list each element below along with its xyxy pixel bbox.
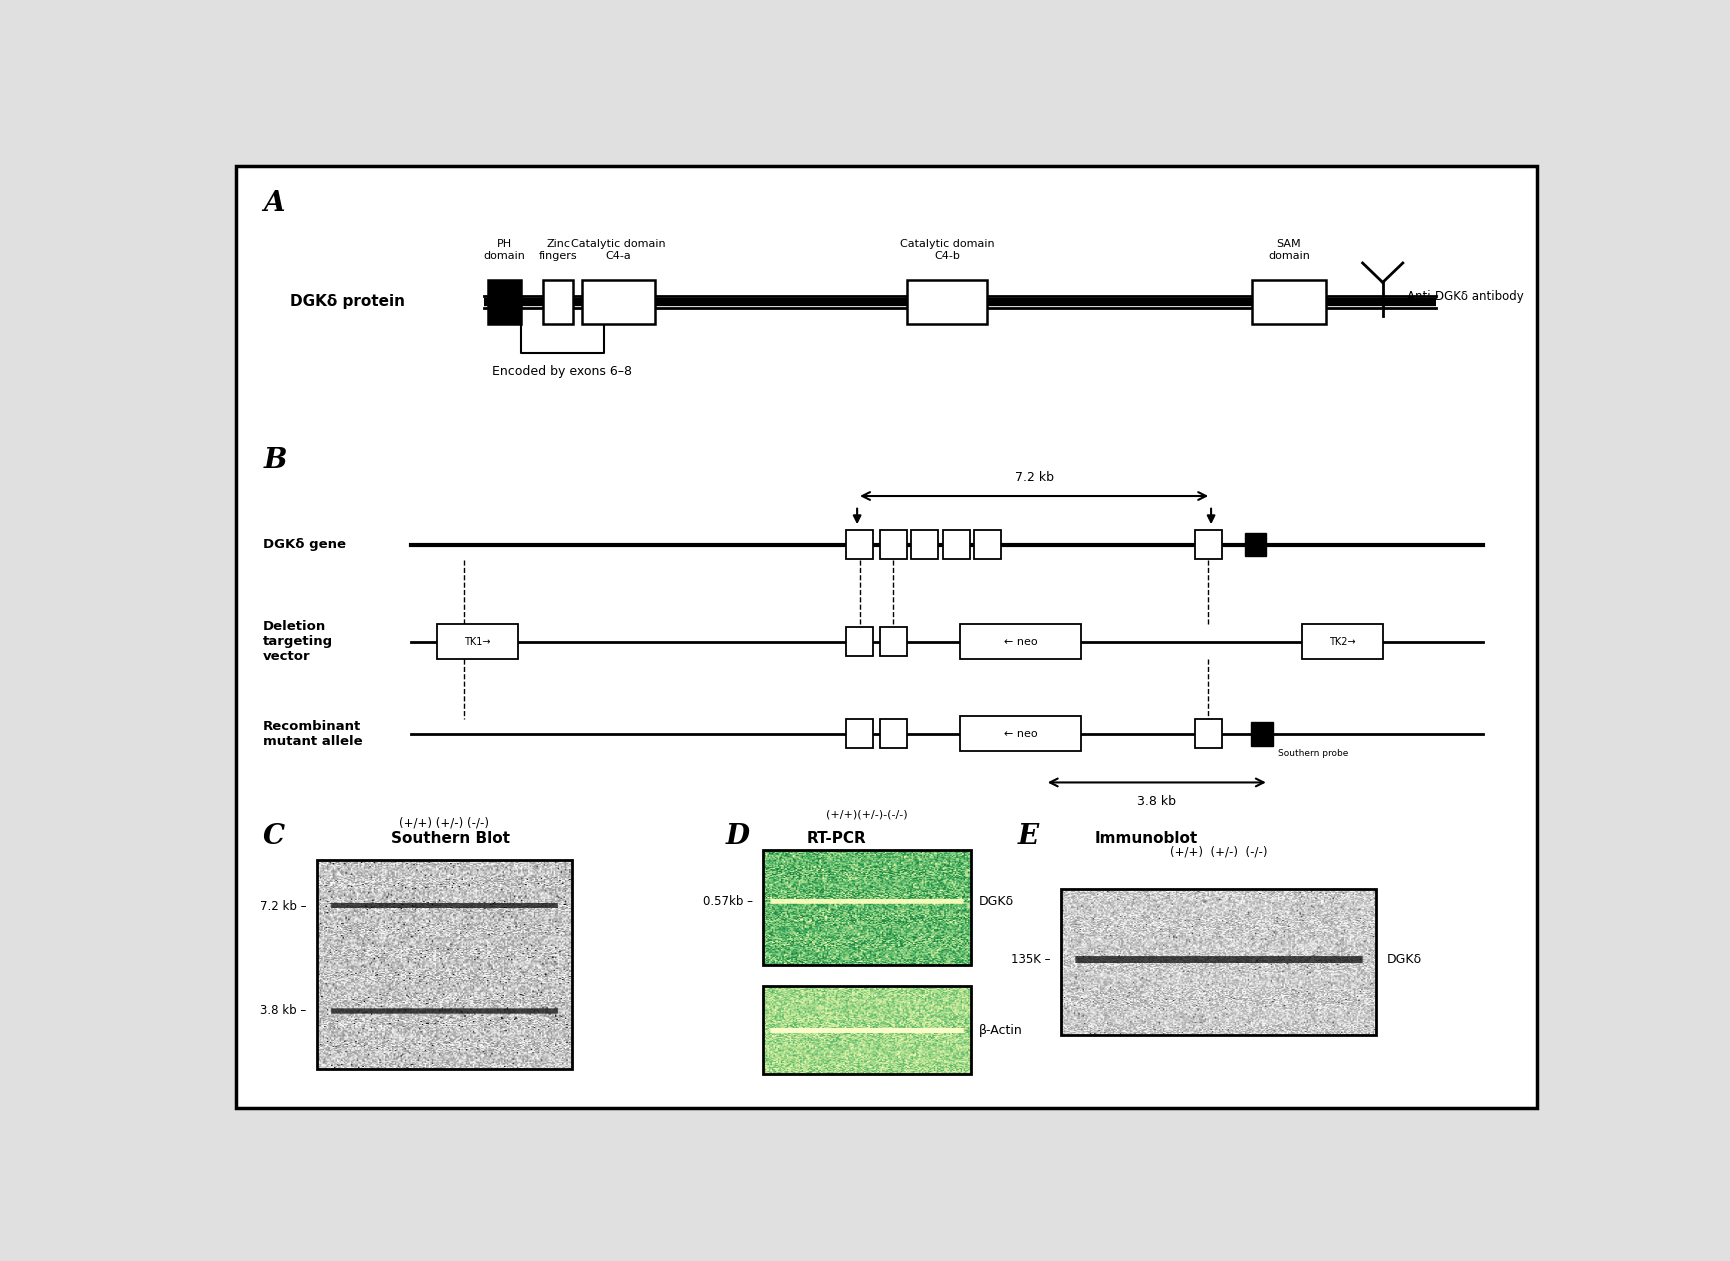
Bar [943,530,971,559]
Text: Catalytic domain
C4-a: Catalytic domain C4-a [571,238,666,261]
Bar [910,530,938,559]
Text: 7.2 kb –: 7.2 kb – [260,899,306,913]
Text: 3.8 kb –: 3.8 kb – [260,1004,306,1016]
Bar [543,280,573,324]
Bar [846,719,874,749]
Text: DGKδ: DGKδ [979,895,1014,908]
Bar [881,719,907,749]
Bar [488,280,521,324]
Text: Catalytic domain
C4-b: Catalytic domain C4-b [900,238,995,261]
Text: (+/+) (+/-) (-/-): (+/+) (+/-) (-/-) [400,816,490,828]
Text: DGKδ: DGKδ [1387,952,1422,966]
Text: (+/+)  (+/-)  (-/-): (+/+) (+/-) (-/-) [1169,845,1266,859]
Text: Southern Blot: Southern Blot [391,831,510,846]
Text: Zinc
fingers: Zinc fingers [538,238,578,261]
Text: DGKδ protein: DGKδ protein [291,294,405,309]
Text: ← neo: ← neo [1003,729,1038,739]
Text: 135K –: 135K – [1010,952,1050,966]
Bar [1253,280,1325,324]
Bar [763,850,971,965]
Bar [960,716,1081,752]
Text: 3.8 kb: 3.8 kb [1137,796,1176,808]
Text: 0.57kb –: 0.57kb – [702,895,753,908]
Text: E: E [1017,823,1040,850]
Bar [846,530,874,559]
Bar [438,624,517,660]
Bar [881,627,907,656]
Text: A: A [263,190,285,217]
Bar [581,280,656,324]
Bar [1195,719,1221,749]
Text: SAM
domain: SAM domain [1268,238,1310,261]
Text: Southern probe: Southern probe [1278,749,1348,758]
Text: Immunoblot: Immunoblot [1095,831,1197,846]
Text: (+/+)(+/-)-(-/-): (+/+)(+/-)-(-/-) [827,810,908,820]
Bar [907,280,988,324]
Text: 7.2 kb: 7.2 kb [1014,472,1054,484]
Bar [1303,624,1382,660]
Text: Anti-DGKδ antibody: Anti-DGKδ antibody [1406,290,1524,304]
Text: ← neo: ← neo [1003,637,1038,647]
Text: D: D [727,823,749,850]
Bar [974,530,1000,559]
Bar [846,627,874,656]
Bar [881,530,907,559]
Text: DGKδ gene: DGKδ gene [263,538,346,551]
Bar [763,986,971,1074]
Text: TK1→: TK1→ [464,637,491,647]
Bar [317,860,571,1069]
Text: TK2→: TK2→ [1329,637,1356,647]
Text: β-Actin: β-Actin [979,1024,1022,1037]
Text: Deletion
targeting
vector: Deletion targeting vector [263,620,334,663]
Text: RT-PCR: RT-PCR [806,831,867,846]
Bar [1195,530,1221,559]
Bar [1060,889,1375,1035]
Text: PH
domain: PH domain [484,238,526,261]
Text: C: C [263,823,285,850]
Bar [1251,723,1273,745]
Text: Encoded by exons 6–8: Encoded by exons 6–8 [491,364,631,378]
Bar [1244,533,1266,556]
Bar [960,624,1081,660]
Text: B: B [263,448,287,474]
Text: Recombinant
mutant allele: Recombinant mutant allele [263,720,363,748]
